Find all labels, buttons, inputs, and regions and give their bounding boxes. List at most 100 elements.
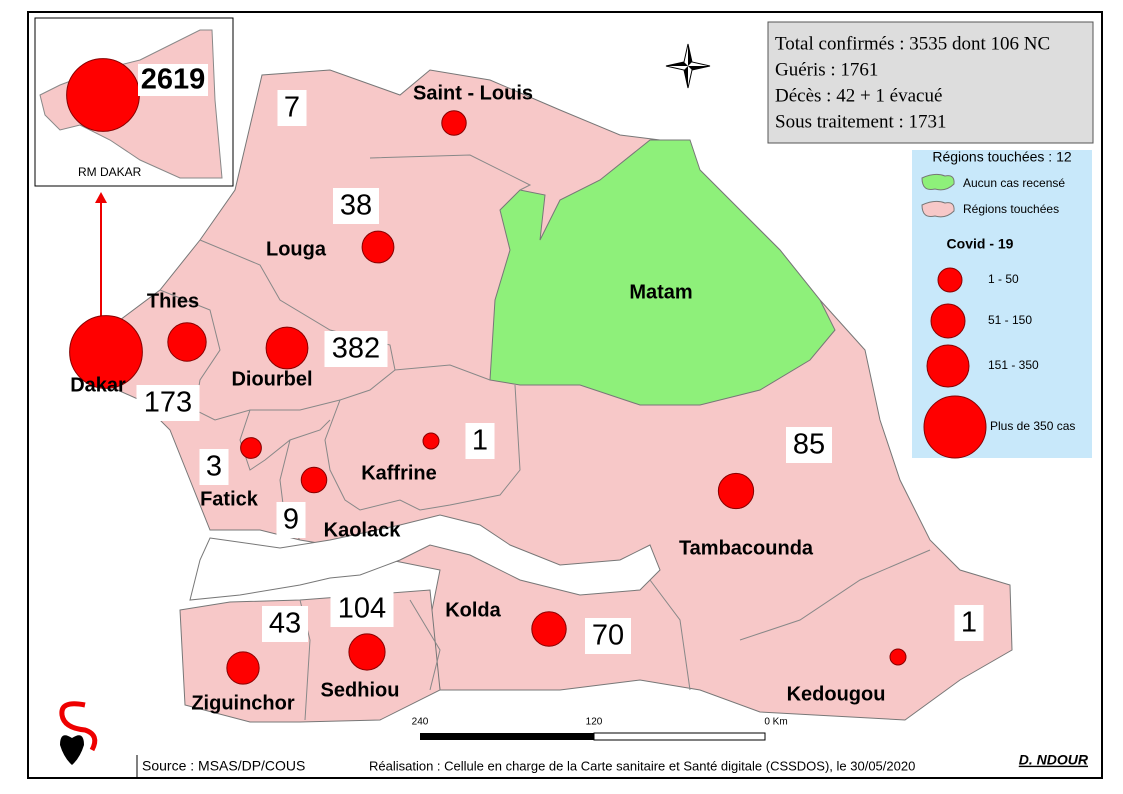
case-bubble: [889, 648, 907, 666]
summary-box: [767, 21, 1094, 144]
scale-bar-white: [593, 732, 766, 741]
region-label: Sedhiou: [321, 679, 400, 701]
case-bubble: [441, 110, 467, 136]
region-label: Dakar: [70, 374, 126, 396]
scale-bar-black: [420, 733, 594, 740]
compass-fill: [666, 44, 710, 88]
label-bg: [465, 423, 495, 459]
case-bubble: [167, 322, 207, 362]
region-label: Kaffrine: [361, 462, 437, 484]
case-bubble: [69, 315, 143, 389]
summary-line: Total confirmés : 3535 dont 106 NC: [775, 33, 1050, 54]
border: [649, 579, 691, 691]
footer-author: D. NDOUR: [1019, 752, 1089, 768]
logo-s: [59, 701, 98, 752]
label-bg: [199, 449, 229, 485]
legend-class-label: 151 - 350: [988, 358, 1039, 372]
legend-class-label: 1 - 50: [988, 272, 1019, 286]
region-label: Saint - Louis: [413, 82, 533, 104]
scale: 240 120 0 Km: [412, 717, 788, 728]
label-bg: [954, 605, 984, 641]
case-count: 173: [144, 387, 192, 419]
region-label: Thies: [147, 290, 199, 312]
summary-line: Décès : 42 + 1 évacué: [775, 85, 942, 106]
case-count: 70: [592, 620, 624, 652]
case-count: 104: [338, 593, 386, 625]
case-count: 9: [283, 504, 299, 536]
region-label: Ziguinchor: [191, 692, 295, 714]
summary-line: Guéris : 1761: [775, 59, 878, 80]
label-bg: [138, 64, 208, 96]
label-bg: [262, 606, 308, 642]
gambia: [189, 514, 661, 601]
legend-swatch-touched: [921, 200, 955, 218]
label-bg: [333, 188, 379, 224]
case-bubble: [300, 466, 328, 494]
case-bubble: [348, 633, 386, 671]
case-bubble: [717, 472, 755, 510]
compass: [665, 43, 711, 89]
border: [739, 549, 931, 641]
case-count: 85: [793, 429, 825, 461]
case-bubble: [361, 230, 395, 264]
label-bg: [330, 591, 394, 627]
region-label: Tambacounda: [679, 537, 814, 559]
legend-class-label: 51 - 150: [988, 313, 1032, 327]
label-bg: [136, 385, 200, 421]
logo-heart: [60, 735, 84, 765]
region-label: Diourbel: [231, 368, 312, 390]
region-label: Fatick: [200, 488, 259, 510]
legend-none: Aucun cas recensé: [963, 176, 1065, 190]
case-bubble: [226, 651, 260, 685]
matam-area: [489, 139, 836, 406]
inset-label: RM DAKAR: [78, 165, 142, 179]
label-bg: [324, 331, 388, 367]
legend-bubble: [926, 344, 970, 388]
case-count: 1: [961, 607, 977, 639]
case-bubble: [531, 611, 567, 647]
legend-touched: Régions touchées: [963, 202, 1059, 216]
scale-label: 120: [586, 717, 603, 728]
summary-line: Sous traitement : 1731: [775, 111, 947, 132]
inset-bubble: [66, 58, 140, 132]
region-label: Kaolack: [324, 519, 402, 541]
border: [409, 599, 441, 691]
summary: Total confirmés : 3535 dont 106 NC Guéris…: [775, 33, 1050, 132]
scale-label: 240: [412, 717, 429, 728]
legend-title: Régions touchées : 12: [932, 149, 1072, 165]
case-bubble: [422, 432, 440, 450]
legend-bubble: [937, 267, 963, 293]
scale-label: 0 Km: [764, 717, 787, 728]
legend-classes: 1 - 50 51 - 150 151 - 350 Plus de 350 cas: [923, 267, 1075, 459]
legend-swatch-none: [921, 173, 955, 191]
inset-count: 2619: [141, 64, 206, 96]
case-count: 7: [284, 92, 300, 124]
label-bg: [277, 90, 307, 126]
label-bg: [585, 618, 631, 654]
legend-bubble: [930, 303, 966, 339]
legend-size-title: Covid - 19: [947, 236, 1014, 252]
region-label: Kolda: [445, 599, 501, 621]
case-bubble: [240, 437, 262, 459]
label-bg: [786, 427, 832, 463]
legend-bubble: [923, 395, 987, 459]
regions: 7 Saint - Louis 38 Louga 173 Thies Dakar 382 Dio…: [69, 82, 984, 714]
label-bg: [276, 502, 306, 538]
case-count: 1: [472, 425, 488, 457]
case-count: 43: [269, 608, 301, 640]
footer-source: Source : MSAS/DP/COUS: [142, 758, 305, 774]
legend-class-label: Plus de 350 cas: [990, 419, 1075, 433]
border: [239, 409, 331, 471]
arrow-head: [95, 192, 107, 203]
logo: [59, 701, 98, 765]
border: [369, 154, 532, 191]
case-count: 382: [332, 333, 380, 365]
region-label: Louga: [266, 238, 327, 260]
case-count: 3: [206, 451, 222, 483]
region-label: Matam: [629, 281, 692, 303]
case-count: 38: [340, 190, 372, 222]
case-bubble: [265, 326, 309, 370]
